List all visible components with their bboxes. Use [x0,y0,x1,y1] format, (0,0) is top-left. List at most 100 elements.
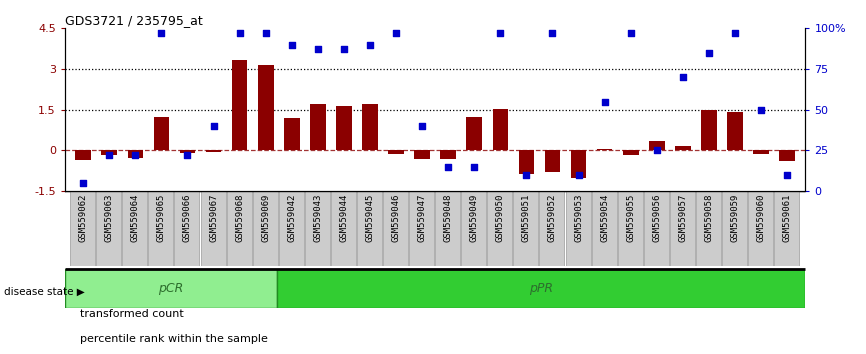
Point [363,42,377,47]
FancyBboxPatch shape [70,191,95,266]
FancyBboxPatch shape [565,191,591,266]
Point [702,50,716,56]
Text: GSM559053: GSM559053 [574,193,583,242]
Bar [336,105,352,150]
Point [415,123,429,129]
Text: GSM559052: GSM559052 [548,193,557,242]
Point [102,153,116,158]
Point [233,30,247,36]
Point [311,47,325,52]
Bar [467,117,482,150]
FancyBboxPatch shape [591,191,617,266]
FancyBboxPatch shape [696,191,721,266]
FancyBboxPatch shape [174,191,199,266]
Text: GSM559063: GSM559063 [105,193,113,242]
Point [650,148,663,153]
Point [154,30,168,36]
Bar [276,269,805,308]
Bar [753,150,769,154]
Bar [519,150,534,173]
Point [520,172,533,178]
Bar [206,150,222,152]
Bar [75,150,91,160]
Text: GSM559046: GSM559046 [391,193,401,242]
Text: GSM559069: GSM559069 [262,193,270,242]
Text: GSM559058: GSM559058 [704,193,714,242]
Text: GSM559064: GSM559064 [131,193,139,242]
Text: GSM559043: GSM559043 [313,193,322,242]
Point [207,123,221,129]
Bar [571,150,586,178]
Text: GSM559066: GSM559066 [183,193,192,242]
FancyBboxPatch shape [201,191,225,266]
FancyBboxPatch shape [748,191,773,266]
Bar [493,109,508,150]
Point [389,30,403,36]
FancyBboxPatch shape [488,191,513,266]
Bar [545,150,560,172]
Text: GSM559056: GSM559056 [652,193,662,242]
FancyBboxPatch shape [383,191,408,266]
FancyBboxPatch shape [305,191,330,266]
Bar [284,119,300,150]
Bar [597,149,612,150]
Point [494,30,507,36]
Bar [727,112,743,150]
Bar [179,150,196,153]
Point [780,172,794,178]
Point [468,164,481,170]
FancyBboxPatch shape [122,191,147,266]
Point [624,30,637,36]
Text: GSM559045: GSM559045 [365,193,374,242]
Bar [779,150,795,161]
Bar [101,150,117,155]
Bar [701,110,717,150]
Bar [649,142,664,150]
Point [572,172,585,178]
FancyBboxPatch shape [514,191,539,266]
FancyBboxPatch shape [357,191,382,266]
Bar [310,104,326,150]
Bar [153,117,169,150]
Text: GSM559042: GSM559042 [288,193,296,242]
Text: GSM559059: GSM559059 [731,193,740,242]
Bar [623,150,638,155]
Bar [65,269,276,308]
Bar [258,65,274,150]
Text: pPR: pPR [529,282,553,295]
Text: GSM559044: GSM559044 [339,193,348,242]
Text: GDS3721 / 235795_at: GDS3721 / 235795_at [65,14,203,27]
FancyBboxPatch shape [331,191,356,266]
Text: GSM559047: GSM559047 [417,193,427,242]
FancyBboxPatch shape [462,191,487,266]
Bar [414,150,430,159]
Bar [232,60,248,150]
FancyBboxPatch shape [279,191,304,266]
FancyBboxPatch shape [774,191,799,266]
FancyBboxPatch shape [96,191,121,266]
Point [128,153,142,158]
Text: GSM559061: GSM559061 [783,193,792,242]
Point [285,42,299,47]
FancyBboxPatch shape [227,191,252,266]
Point [76,180,90,186]
Text: GSM559065: GSM559065 [157,193,166,242]
Point [676,74,690,80]
Bar [441,150,456,159]
Text: pCR: pCR [158,282,184,295]
Point [754,107,768,113]
Text: GSM559062: GSM559062 [79,193,87,242]
Text: GSM559051: GSM559051 [522,193,531,242]
Point [337,47,351,52]
Bar [127,150,143,158]
FancyBboxPatch shape [617,191,643,266]
Text: GSM559049: GSM559049 [469,193,479,242]
FancyBboxPatch shape [722,191,747,266]
Point [442,164,456,170]
Text: GSM559067: GSM559067 [209,193,218,242]
FancyBboxPatch shape [540,191,565,266]
Text: GSM559054: GSM559054 [600,193,609,242]
FancyBboxPatch shape [669,191,695,266]
Text: disease state ▶: disease state ▶ [4,287,85,297]
FancyBboxPatch shape [409,191,434,266]
